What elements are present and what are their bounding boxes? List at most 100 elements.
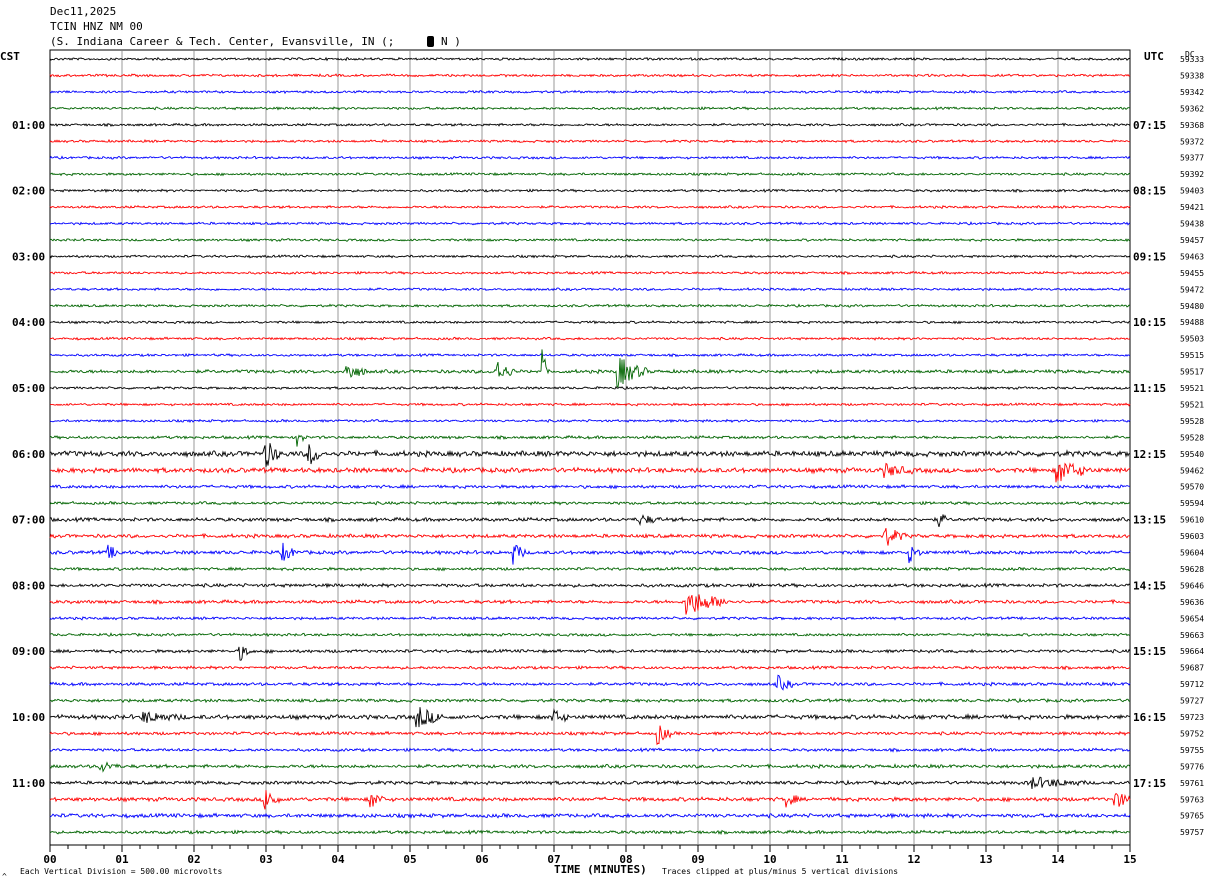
dc-offset-label: 59517 bbox=[1180, 368, 1204, 377]
dc-offset-label: 59438 bbox=[1180, 220, 1204, 229]
trace-line bbox=[49, 418, 1131, 424]
utc-hour-label: 08:15 bbox=[1133, 185, 1166, 198]
corner-mark: ^ bbox=[2, 872, 7, 881]
x-tick-label: 06 bbox=[475, 853, 489, 866]
x-tick-label: 00 bbox=[43, 853, 56, 866]
cst-hour-label: 11:00 bbox=[12, 777, 45, 790]
trace-line bbox=[49, 500, 1131, 506]
dc-offset-label: 59333 bbox=[1180, 55, 1204, 64]
dc-offset-label: 59472 bbox=[1180, 285, 1204, 294]
cst-hour-label: 05:00 bbox=[12, 382, 45, 395]
x-tick-label: 12 bbox=[907, 853, 920, 866]
dc-offset-label: 59761 bbox=[1180, 779, 1204, 788]
trace-line bbox=[49, 665, 1131, 671]
x-tick-label: 01 bbox=[115, 853, 129, 866]
x-tick-label: 14 bbox=[1051, 853, 1065, 866]
trace-line bbox=[49, 542, 1131, 565]
seismic-traces bbox=[49, 56, 1131, 836]
x-axis: 00 01 02 03 04 05 06 07 08 09 10 11 12 13 14 15 bbox=[43, 845, 1137, 866]
x-tick-label: 13 bbox=[979, 853, 992, 866]
cst-hour-label: 07:00 bbox=[12, 514, 45, 527]
trace-line bbox=[49, 790, 1131, 810]
utc-hour-label: 13:15 bbox=[1133, 514, 1166, 527]
trace-line bbox=[49, 352, 1131, 358]
dc-offset-label: 59403 bbox=[1180, 187, 1204, 196]
dc-offset-label: 59646 bbox=[1180, 581, 1204, 590]
x-axis-title: TIME (MINUTES) bbox=[554, 863, 647, 876]
trace-line bbox=[49, 56, 1131, 62]
header-location-suffix: N ) bbox=[441, 35, 461, 48]
x-tick-label: 02 bbox=[187, 853, 200, 866]
dc-offset-label: 59610 bbox=[1180, 516, 1204, 525]
dc-offset-label: 59462 bbox=[1180, 466, 1204, 475]
header-station: TCIN HNZ NM 00 bbox=[50, 20, 143, 33]
dc-offset-label: 59540 bbox=[1180, 450, 1204, 459]
trace-line bbox=[49, 336, 1131, 341]
utc-hour-label: 12:15 bbox=[1133, 448, 1166, 461]
dc-offset-label: 59455 bbox=[1180, 269, 1204, 278]
trace-line bbox=[49, 89, 1131, 95]
x-tick-label: 03 bbox=[259, 853, 272, 866]
dc-offset-label: 59342 bbox=[1180, 88, 1204, 97]
cst-hour-label: 10:00 bbox=[12, 711, 45, 724]
dc-offset-label: 59421 bbox=[1180, 203, 1204, 212]
trace-line bbox=[49, 270, 1131, 276]
trace-line bbox=[49, 462, 1131, 483]
trace-line bbox=[49, 188, 1131, 193]
dc-offset-label: 59687 bbox=[1180, 664, 1204, 673]
dc-offset-label: 59712 bbox=[1180, 680, 1204, 689]
cst-hour-label: 06:00 bbox=[12, 448, 45, 461]
trace-line bbox=[49, 221, 1131, 226]
dc-offset-label: 59757 bbox=[1180, 828, 1204, 837]
trace-line bbox=[49, 646, 1131, 661]
trace-line bbox=[49, 594, 1131, 615]
cst-hour-label: 09:00 bbox=[12, 645, 45, 658]
minute-gridlines bbox=[121, 50, 1059, 845]
cst-hour-label: 02:00 bbox=[12, 185, 45, 198]
trace-line bbox=[49, 707, 1131, 728]
dc-offset-label: 59377 bbox=[1180, 154, 1204, 163]
dc-offset-label: 59654 bbox=[1180, 614, 1204, 623]
dc-offset-label: 59603 bbox=[1180, 532, 1204, 541]
trace-line bbox=[49, 776, 1131, 790]
trace-line bbox=[49, 122, 1131, 128]
trace-line bbox=[49, 237, 1131, 243]
trace-line bbox=[49, 582, 1131, 589]
trace-line bbox=[49, 402, 1131, 407]
dc-offset-label: 59372 bbox=[1180, 137, 1204, 146]
trace-line bbox=[49, 434, 1131, 447]
utc-hour-label: 10:15 bbox=[1133, 316, 1166, 329]
dc-offset-label: 59528 bbox=[1180, 433, 1204, 442]
dc-offset-label: 59636 bbox=[1180, 598, 1204, 607]
utc-hour-label: 15:15 bbox=[1133, 645, 1166, 658]
dc-offset-label: 59503 bbox=[1180, 335, 1204, 344]
trace-line bbox=[49, 106, 1131, 111]
x-tick-label: 07 bbox=[547, 853, 560, 866]
trace-line bbox=[49, 514, 1131, 528]
trace-line bbox=[49, 319, 1131, 325]
dc-offset-label: 59570 bbox=[1180, 483, 1204, 492]
trace-line bbox=[49, 254, 1131, 259]
trace-line bbox=[49, 483, 1131, 490]
dc-offset-label: 59628 bbox=[1180, 565, 1204, 574]
dc-offset-label: 59604 bbox=[1180, 549, 1204, 558]
trace-line bbox=[49, 615, 1131, 621]
dc-offset-label: 59392 bbox=[1180, 170, 1204, 179]
clip-note: Traces clipped at plus/minus 5 vertical … bbox=[662, 867, 898, 876]
dc-offset-label: 59338 bbox=[1180, 71, 1204, 80]
dc-offset-label: 59594 bbox=[1180, 499, 1204, 508]
dc-offset-label: 59752 bbox=[1180, 729, 1204, 738]
trace-line bbox=[49, 171, 1131, 177]
cst-hour-label: 08:00 bbox=[12, 579, 45, 592]
dc-offset-label: 59362 bbox=[1180, 104, 1204, 113]
trace-line bbox=[49, 725, 1131, 746]
x-tick-label: 11 bbox=[835, 853, 849, 866]
cst-hour-label: 01:00 bbox=[12, 119, 45, 132]
trace-line bbox=[49, 747, 1131, 753]
dc-offset-label: 59723 bbox=[1180, 713, 1204, 722]
dc-label: DC bbox=[1185, 50, 1195, 59]
trace-line bbox=[49, 286, 1131, 292]
utc-hour-label: 07:15 bbox=[1133, 119, 1166, 132]
trace-line bbox=[49, 303, 1131, 308]
dc-offset-label: 59480 bbox=[1180, 302, 1204, 311]
